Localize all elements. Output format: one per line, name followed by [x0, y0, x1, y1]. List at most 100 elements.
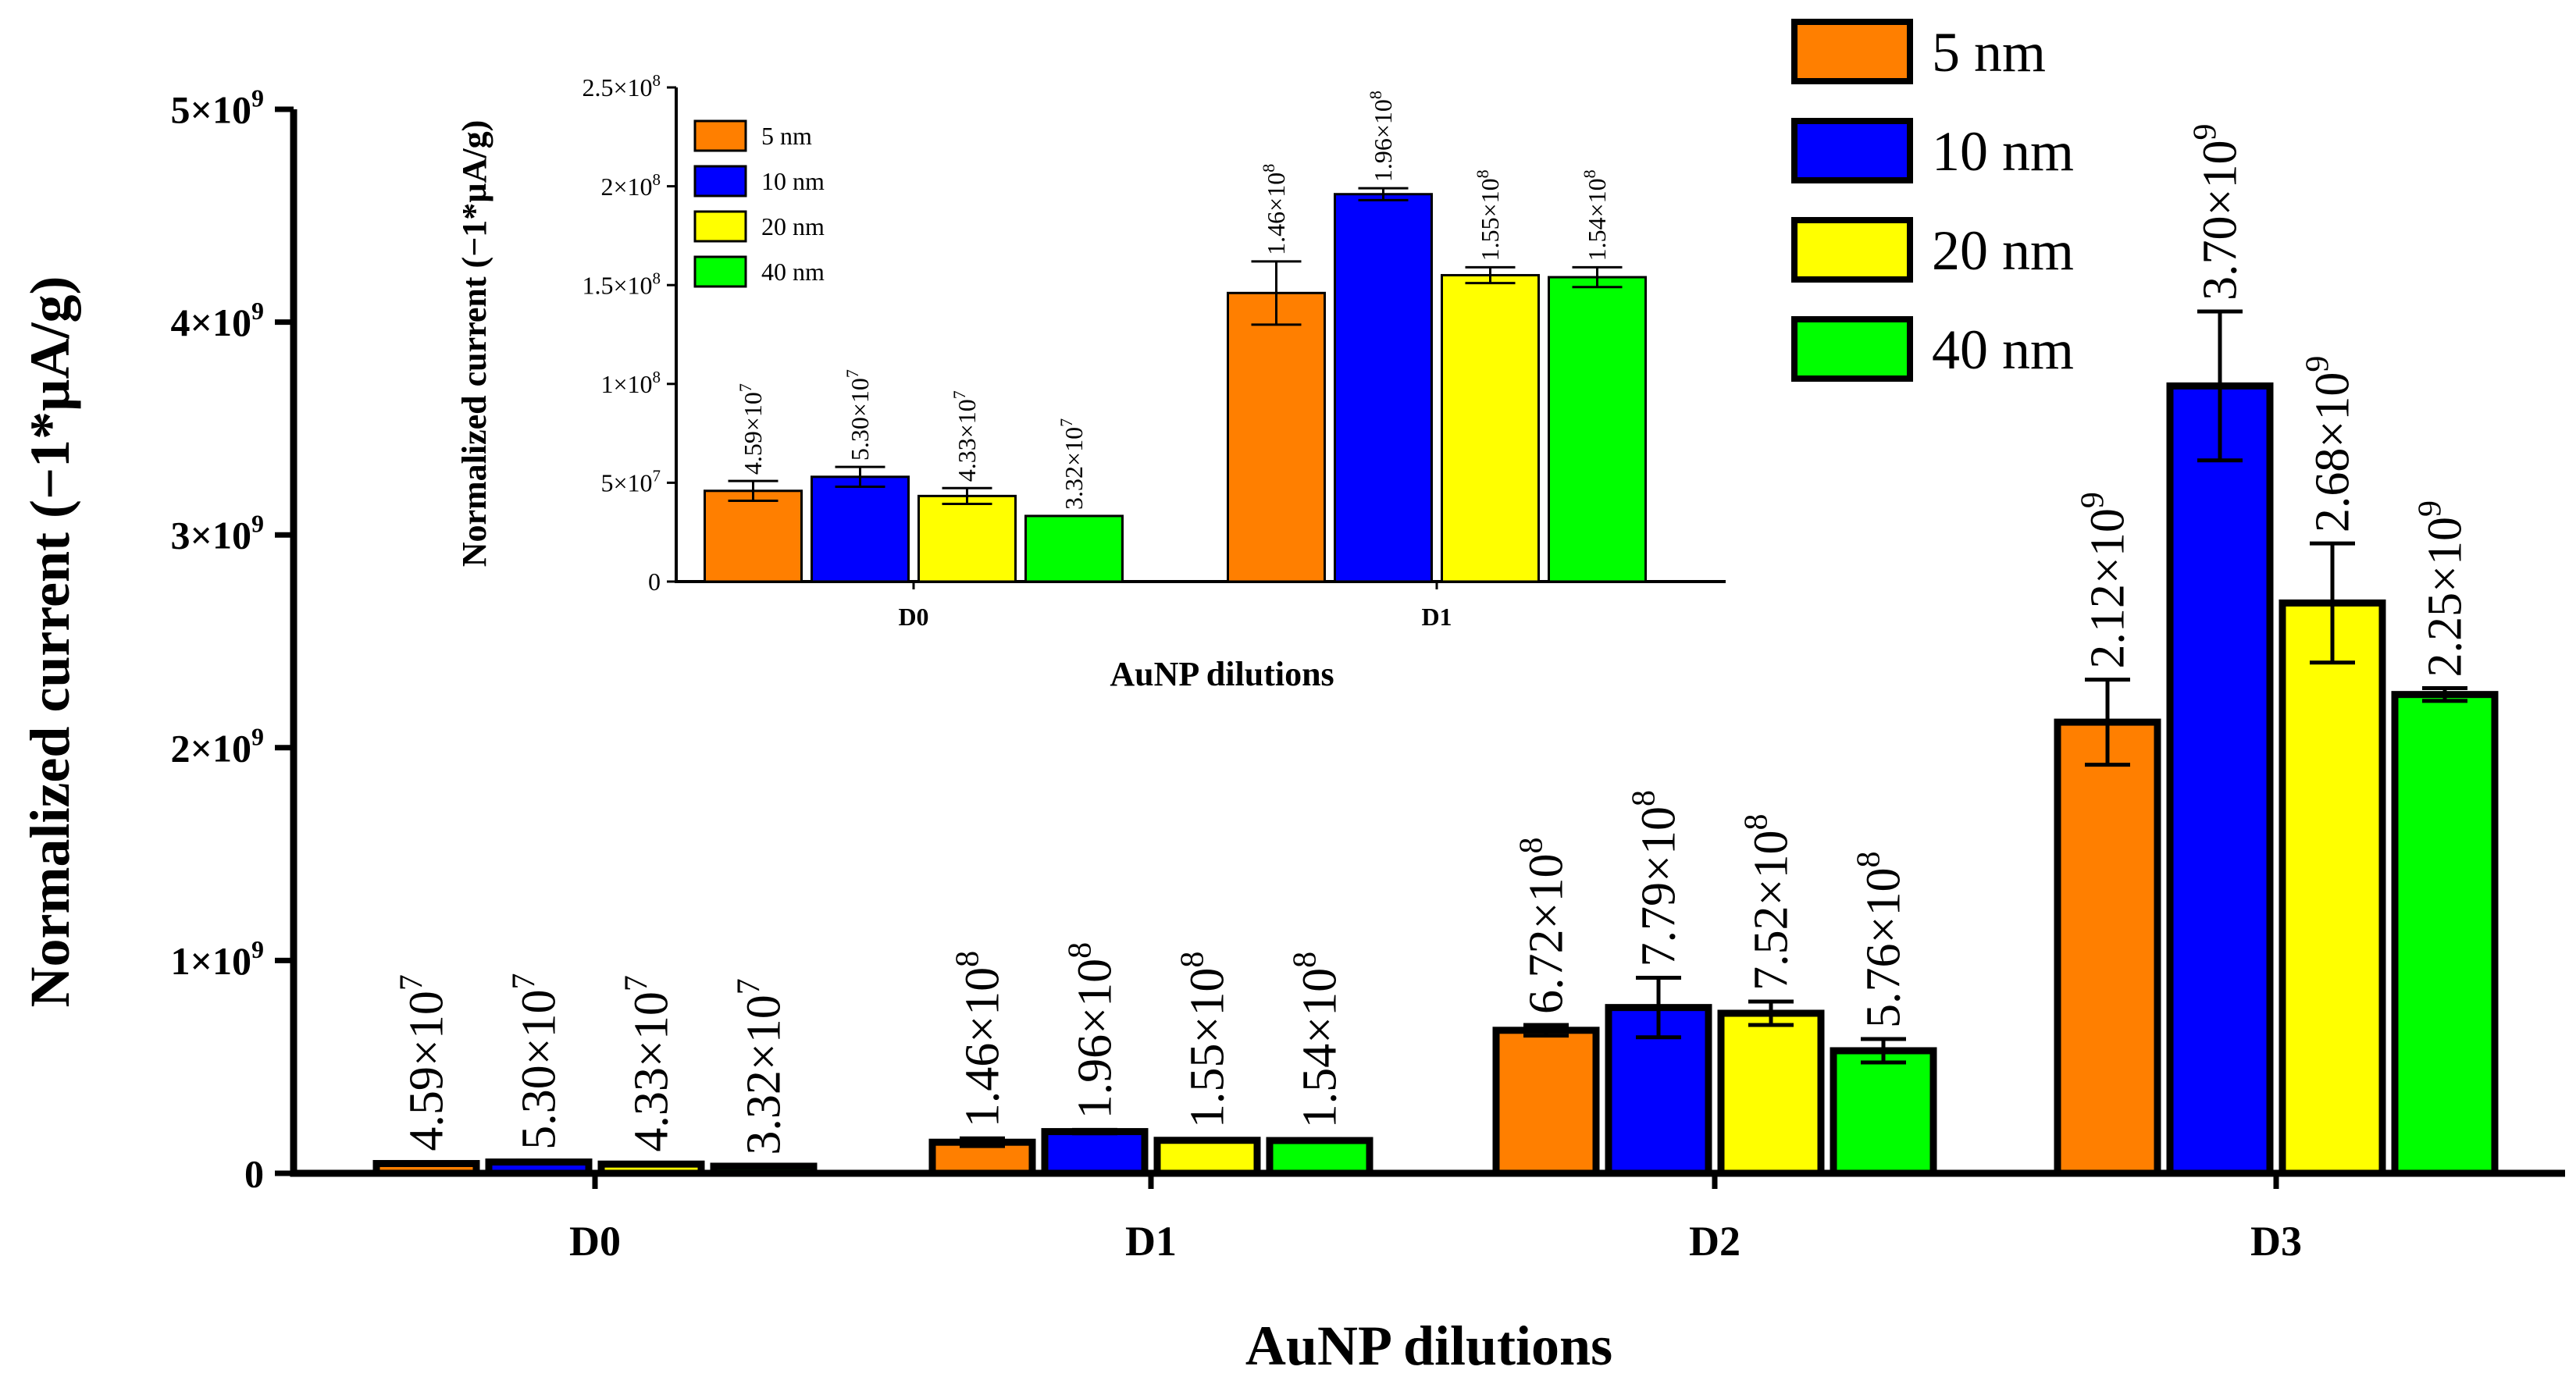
inset-data-label: 1.54×108 [1580, 169, 1611, 261]
main-data-label-mantissa: 7.52×10 [1744, 831, 1797, 991]
main-y-tick-label: 5×109 [171, 84, 265, 132]
main-legend-swatch [1791, 19, 1913, 84]
main-data-label: 2.68×109 [2300, 356, 2359, 532]
main-data-label-mantissa: 2.25×10 [2418, 517, 2471, 677]
main-y-tick-label-mantissa: 5×10 [171, 88, 252, 132]
main-data-label-mantissa: 4.33×10 [625, 991, 678, 1151]
inset-bar [1548, 276, 1647, 583]
main-bar [2278, 599, 2386, 1177]
inset-y-tick-label: 5×107 [600, 467, 661, 497]
inset-legend-label: 10 nm [761, 167, 825, 195]
main-data-label: 5.76×108 [1851, 852, 1910, 1028]
inset-bar [811, 475, 910, 583]
main-data-label-mantissa: 5.76×10 [1857, 868, 1910, 1028]
main-data-label-exponent: 7 [731, 978, 767, 995]
main-bar [1041, 1128, 1149, 1177]
inset-y-tick-label-mantissa: 2×10 [600, 173, 652, 201]
main-x-tick-label: D1 [1125, 1218, 1177, 1265]
main-y-tick-label: 2×109 [171, 722, 265, 770]
main-data-label-exponent: 8 [950, 951, 985, 967]
inset-data-label-mantissa: 4.33×10 [953, 399, 981, 482]
inset-y-tick-label-exponent: 8 [653, 71, 661, 90]
inset-data-label: 1.96×108 [1366, 91, 1397, 182]
main-data-label-exponent: 7 [394, 974, 429, 991]
main-bar [2391, 691, 2499, 1177]
main-data-label-mantissa: 1.54×10 [1293, 968, 1346, 1128]
main-y-tick-label: 0 [244, 1152, 264, 1196]
inset-bar [1441, 274, 1540, 583]
inset-y-tick-label: 1.5×108 [582, 269, 661, 299]
main-legend-label: 40 nm [1932, 319, 2074, 381]
main-chart: 01×1092×1093×1094×1095×109D04.59×1075.30… [19, 19, 2565, 1377]
main-bar [2054, 718, 2161, 1177]
main-legend-swatch [1791, 316, 1913, 382]
main-data-label: 4.33×107 [618, 975, 678, 1151]
main-data-label: 1.96×108 [1062, 942, 1121, 1119]
main-data-label-mantissa: 6.72×10 [1520, 854, 1573, 1014]
inset-data-label-exponent: 7 [1056, 418, 1076, 427]
inset-data-label-mantissa: 1.46×10 [1262, 173, 1290, 255]
main-data-label: 4.59×107 [394, 974, 453, 1151]
main-y-tick-label-mantissa: 2×10 [171, 726, 252, 770]
inset-data-label: 4.33×107 [950, 390, 981, 482]
main-data-label-exponent: 9 [2300, 356, 2336, 372]
main-bar [2166, 382, 2274, 1177]
main-x-tick-label: D3 [2250, 1218, 2302, 1265]
main-data-label-mantissa: 1.96×10 [1068, 959, 1121, 1119]
main-data-label-exponent: 8 [1174, 952, 1210, 968]
main-y-tick-label-exponent: 9 [251, 297, 264, 325]
main-y-tick-label-exponent: 9 [251, 510, 264, 538]
main-data-label-exponent: 9 [2075, 492, 2111, 508]
inset-bar [917, 494, 1017, 583]
inset-data-label: 5.30×107 [843, 369, 874, 461]
main-y-tick-label-exponent: 9 [251, 722, 264, 750]
main-legend-swatch [1791, 118, 1913, 183]
inset-legend-label: 20 nm [761, 212, 825, 240]
main-y-tick-label: 4×109 [171, 297, 265, 344]
inset-data-label-exponent: 7 [843, 369, 862, 378]
inset-y-tick-label-exponent: 8 [653, 368, 661, 386]
inset-data-label: 3.32×107 [1056, 418, 1088, 510]
inset-data-label: 1.46×108 [1259, 164, 1290, 255]
main-data-label-mantissa: 2.68×10 [2306, 372, 2359, 532]
main-data-label-exponent: 8 [1513, 838, 1549, 854]
main-data-label-mantissa: 5.30×10 [512, 989, 565, 1149]
main-y-axis-title: Normalized current (−1*µA/g) [19, 276, 81, 1008]
inset-y-tick-label-mantissa: 0 [648, 568, 661, 596]
inset-data-label-exponent: 8 [1473, 169, 1492, 178]
inset-y-tick-label: 2.5×108 [582, 71, 661, 101]
main-data-label-mantissa: 4.59×10 [400, 991, 453, 1151]
main-y-tick-label: 3×109 [171, 510, 265, 557]
inset-data-label-mantissa: 1.55×10 [1476, 178, 1504, 261]
inset-data-label-exponent: 8 [1366, 91, 1385, 99]
main-data-label: 1.55×108 [1174, 952, 1234, 1128]
inset-chart: 05×1071×1081.5×1082×1082.5×108D04.59×107… [455, 71, 1726, 693]
inset-y-tick-label-mantissa: 2.5×10 [582, 73, 652, 101]
main-bar [1717, 1009, 1825, 1177]
main-y-tick-label-exponent: 9 [251, 935, 264, 963]
main-y-tick-label-mantissa: 1×10 [171, 939, 252, 983]
inset-data-label-mantissa: 1.96×10 [1369, 99, 1397, 182]
main-y-tick-label-mantissa: 4×10 [171, 301, 252, 344]
main-bar [1266, 1137, 1374, 1177]
inset-legend-swatch [693, 210, 747, 243]
inset-y-tick-label-mantissa: 5×10 [600, 469, 652, 497]
inset-data-label-exponent: 8 [1580, 169, 1599, 178]
main-data-label-mantissa: 7.79×10 [1632, 806, 1685, 966]
inset-y-tick-label-mantissa: 1×10 [600, 370, 652, 398]
main-data-label-mantissa: 2.12×10 [2081, 508, 2134, 668]
inset-data-label: 1.55×108 [1473, 169, 1504, 261]
inset-data-label-mantissa: 4.59×10 [739, 392, 767, 475]
inset-legend-swatch [693, 165, 747, 198]
main-x-axis-title: AuNP dilutions [1245, 1315, 1612, 1377]
inset-y-tick-label-exponent: 8 [653, 170, 661, 189]
main-bar [1830, 1047, 1937, 1177]
main-data-label-exponent: 8 [1062, 942, 1098, 959]
main-data-label: 6.72×108 [1513, 838, 1573, 1014]
inset-data-label-exponent: 8 [1259, 164, 1278, 173]
inset-y-axis-title: Normalized current (−1*µA/g) [455, 120, 493, 568]
main-data-label-mantissa: 1.55×10 [1181, 968, 1234, 1128]
main-data-label: 3.32×107 [731, 978, 790, 1155]
inset-data-label: 4.59×107 [736, 383, 767, 475]
